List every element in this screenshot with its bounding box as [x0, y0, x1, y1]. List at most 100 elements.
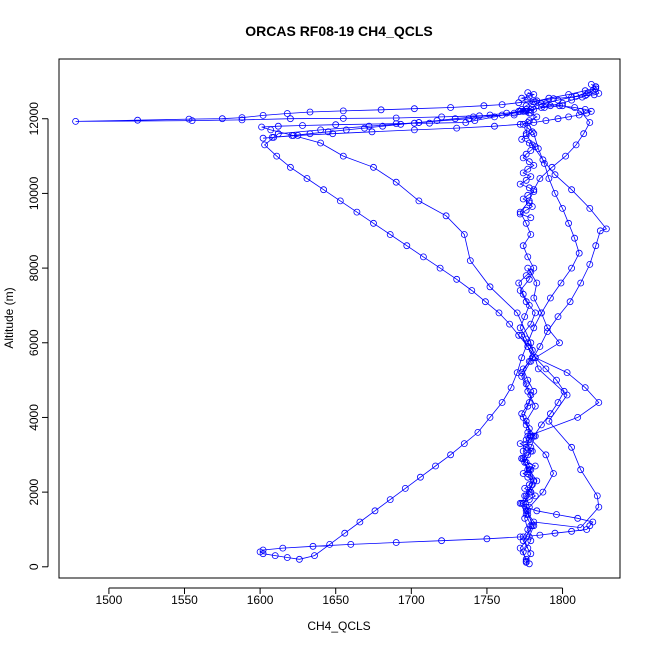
data-point — [536, 175, 544, 182]
x-tick-label: 1500 — [96, 593, 123, 607]
y-tick-label: 6000 — [27, 329, 41, 356]
data-point — [311, 552, 318, 559]
data-point — [577, 466, 585, 474]
data-point — [469, 113, 477, 121]
data-point — [495, 309, 503, 317]
data-point — [563, 369, 571, 377]
data-point — [525, 496, 533, 504]
data-point — [539, 488, 547, 496]
data-point — [503, 109, 511, 117]
data-point — [332, 121, 340, 129]
data-point — [306, 130, 314, 138]
data-point — [486, 283, 494, 291]
data-point — [525, 158, 533, 166]
data-point — [586, 204, 594, 212]
data-point — [531, 143, 539, 151]
data-point — [356, 518, 364, 526]
data-point — [547, 294, 554, 302]
data-point — [507, 384, 515, 392]
data-point — [516, 107, 524, 115]
data-point — [531, 402, 539, 410]
data-point — [530, 294, 538, 302]
data-point — [518, 94, 526, 102]
y-tick-label: 2000 — [27, 478, 41, 505]
data-point — [415, 197, 423, 205]
data-point — [527, 147, 535, 154]
data-point — [524, 124, 532, 132]
data-point — [530, 130, 538, 138]
data-point — [553, 511, 560, 518]
data-point — [274, 122, 282, 130]
data-point — [519, 365, 527, 373]
data-point — [436, 264, 444, 272]
data-point — [531, 309, 539, 317]
data-point — [550, 95, 557, 102]
data-point — [433, 117, 441, 124]
data-point — [299, 122, 306, 129]
data-point — [370, 163, 377, 171]
data-point — [519, 242, 527, 250]
data-point — [541, 160, 548, 167]
data-point — [491, 122, 498, 130]
data-point — [541, 104, 548, 111]
data-point — [519, 455, 527, 462]
data-point — [519, 533, 527, 541]
data-point — [361, 124, 368, 132]
data-point — [518, 372, 526, 380]
data-point — [524, 473, 532, 481]
data-point — [531, 462, 539, 470]
data-point — [486, 413, 494, 421]
data-point — [480, 102, 488, 110]
data-point — [525, 399, 533, 406]
data-point — [410, 105, 418, 113]
data-point — [528, 203, 536, 210]
data-point — [522, 206, 530, 214]
data-point — [530, 161, 538, 169]
data-point — [317, 139, 325, 147]
data-point — [519, 195, 527, 203]
data-point — [545, 417, 553, 425]
data-point — [518, 135, 526, 143]
data-point — [525, 197, 533, 205]
data-point — [516, 208, 524, 216]
data-point — [539, 156, 547, 164]
data-point — [188, 117, 196, 124]
x-tick-label: 1600 — [247, 593, 274, 607]
data-point — [551, 171, 559, 179]
data-point — [370, 219, 377, 227]
data-point — [592, 83, 600, 90]
data-point — [273, 152, 281, 160]
x-tick-label: 1700 — [398, 593, 425, 607]
data-point — [547, 410, 554, 418]
data-point — [527, 357, 535, 365]
data-point — [519, 470, 527, 477]
y-tick-label: 8000 — [27, 254, 41, 281]
data-point — [574, 413, 582, 421]
series-line — [263, 88, 596, 560]
data-point — [498, 111, 506, 119]
data-point — [534, 365, 542, 373]
data-point — [527, 320, 535, 328]
data-point — [286, 163, 294, 171]
data-point — [592, 85, 600, 93]
data-point — [353, 208, 361, 216]
plot-area — [58, 58, 621, 579]
data-point — [474, 428, 482, 436]
data-point — [581, 384, 589, 392]
data-point — [524, 466, 532, 474]
data-point — [566, 298, 574, 306]
data-point — [542, 100, 550, 108]
data-point — [324, 128, 332, 136]
data-point — [603, 225, 610, 233]
data-point — [527, 443, 535, 451]
data-point — [453, 124, 461, 132]
data-point — [542, 117, 550, 124]
data-point — [525, 488, 533, 496]
series-line — [263, 92, 593, 549]
data-point — [72, 118, 79, 125]
data-point — [568, 264, 575, 272]
data-point — [185, 115, 193, 123]
data-point — [587, 107, 595, 115]
data-point — [530, 188, 538, 196]
data-point — [483, 535, 491, 543]
